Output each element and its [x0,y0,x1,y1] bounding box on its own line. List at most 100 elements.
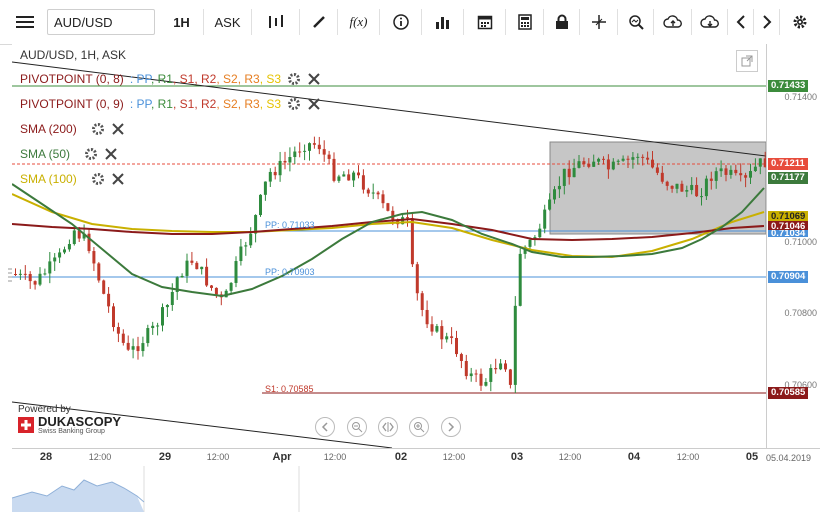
price-badge-pp: 0.70904 [768,271,809,283]
info-icon[interactable] [380,9,422,35]
close-icon[interactable] [307,97,321,111]
candle-body [553,189,556,200]
close-icon[interactable] [111,122,125,136]
draw-pen-icon[interactable] [300,9,338,35]
candle-body [97,263,101,281]
candle-body [298,151,302,153]
candle-body [58,252,62,258]
candle-body [655,167,659,173]
candle-body [714,171,718,181]
indicators-button[interactable]: f(x) [338,9,380,35]
zoom-in-button[interactable] [409,417,429,437]
calendar-icon[interactable] [464,9,506,35]
lock-icon[interactable] [544,9,580,35]
candle-body [77,230,81,239]
navigator[interactable] [11,466,820,512]
candle-body [543,209,547,229]
candle-body [371,192,375,194]
candle-body [386,203,390,211]
candle-body [763,158,766,168]
gear-icon[interactable] [287,97,301,111]
legend-sma-100[interactable]: SMA (100) [20,170,125,188]
candle-body [528,239,532,247]
candle-body [435,326,439,332]
x-tick: 05 [745,451,759,463]
x-tick: Apr [272,451,292,463]
pivot-level-1: , R1 [150,72,173,86]
candle-body [303,150,307,152]
dukascopy-logo: Powered by DUKASCOPY Swiss Banking Group [18,404,121,435]
gear-icon[interactable] [287,72,301,86]
candle-body [391,210,395,220]
close-icon[interactable] [307,72,321,86]
candle-body [342,174,346,177]
time-axis[interactable]: 28 12:00 29 12:00 Apr 12:00 02 12:00 03 12:00 04 12… [12,448,820,467]
candle-body [592,161,596,167]
price-badge-sma100: 0.71069 [768,211,809,223]
close-icon[interactable] [104,147,118,161]
candle-body [63,249,66,253]
candle-body [165,305,169,308]
candle-body [626,158,630,160]
date-label: 05.04.2019 [766,453,812,463]
sma-100-line [12,193,765,259]
legend-pivot-8-name: PIVOTPOINT (0, 8) [20,72,124,86]
gear-icon[interactable] [786,9,814,35]
gear-icon[interactable] [91,172,105,186]
candle-body [210,285,213,288]
y-tick: 0.71000 [784,237,817,247]
calculator-icon[interactable] [506,9,544,35]
legend-pivot-8[interactable]: PIVOTPOINT (0, 8) : PP, R1, S1, R2, S2, … [20,70,321,88]
chart-area[interactable]: AUD/USD, 1H, ASK PIVOTPOINT (0, 8) : PP,… [12,44,766,448]
zoom-out-button[interactable] [347,417,367,437]
candle-body [474,373,478,375]
chart-type-icon[interactable] [252,9,300,35]
pivot-level-0: : PP [129,97,151,111]
powered-by-text: Powered by [18,404,71,415]
legend-pivot-9[interactable]: PIVOTPOINT (0, 9) : PP, R1, S1, R2, S2, … [20,95,321,113]
candle-body [680,183,684,192]
crosshair-icon[interactable] [580,9,618,35]
fit-button[interactable] [378,417,398,437]
candle-body [239,246,243,262]
timeframe-selector[interactable]: 1H [160,9,204,35]
legend-sma-50[interactable]: SMA (50) [20,145,118,163]
close-icon[interactable] [111,172,125,186]
symbol-selector[interactable]: AUD/USD [47,9,155,35]
trendline-upper [12,61,766,157]
gear-icon[interactable] [91,122,105,136]
volume-bars-icon[interactable] [422,9,464,35]
candle-body [518,253,522,306]
chevron-left-icon[interactable] [728,9,754,35]
candle-body [82,233,86,239]
candle-body [749,171,752,178]
candle-body [494,368,498,370]
candle-body [263,181,267,195]
price-badge-sma50: 0.71177 [768,172,808,184]
candle-body [361,175,365,190]
scroll-left-button[interactable] [315,417,335,437]
zoom-icon[interactable] [618,9,654,35]
candle-body [734,169,738,174]
price-badge-current: 0.71211 [768,158,808,170]
candle-body [317,144,321,150]
maximize-icon[interactable] [736,50,758,72]
left-scroll-handle[interactable] [8,268,12,282]
gear-icon[interactable] [84,147,98,161]
candle-body [744,175,748,178]
candle-body [273,171,277,176]
candle-body [685,190,689,192]
upload-cloud-icon[interactable] [654,9,692,35]
legend-sma-200[interactable]: SMA (200) [20,120,125,138]
x-tick: 12:00 [558,452,582,462]
download-cloud-icon[interactable] [692,9,728,35]
candle-body [469,373,473,377]
price-axis[interactable]: 0.71400 0.71000 0.70800 0.70600 0.71433 … [766,44,820,448]
menu-icon[interactable] [10,9,40,35]
side-selector[interactable]: ASK [204,9,252,35]
chevron-right-icon[interactable] [754,9,780,35]
candle-body [670,185,674,189]
legend-pivot-9-name: PIVOTPOINT (0, 9) [20,97,124,111]
scroll-right-button[interactable] [441,417,461,437]
candle-body [739,173,743,176]
